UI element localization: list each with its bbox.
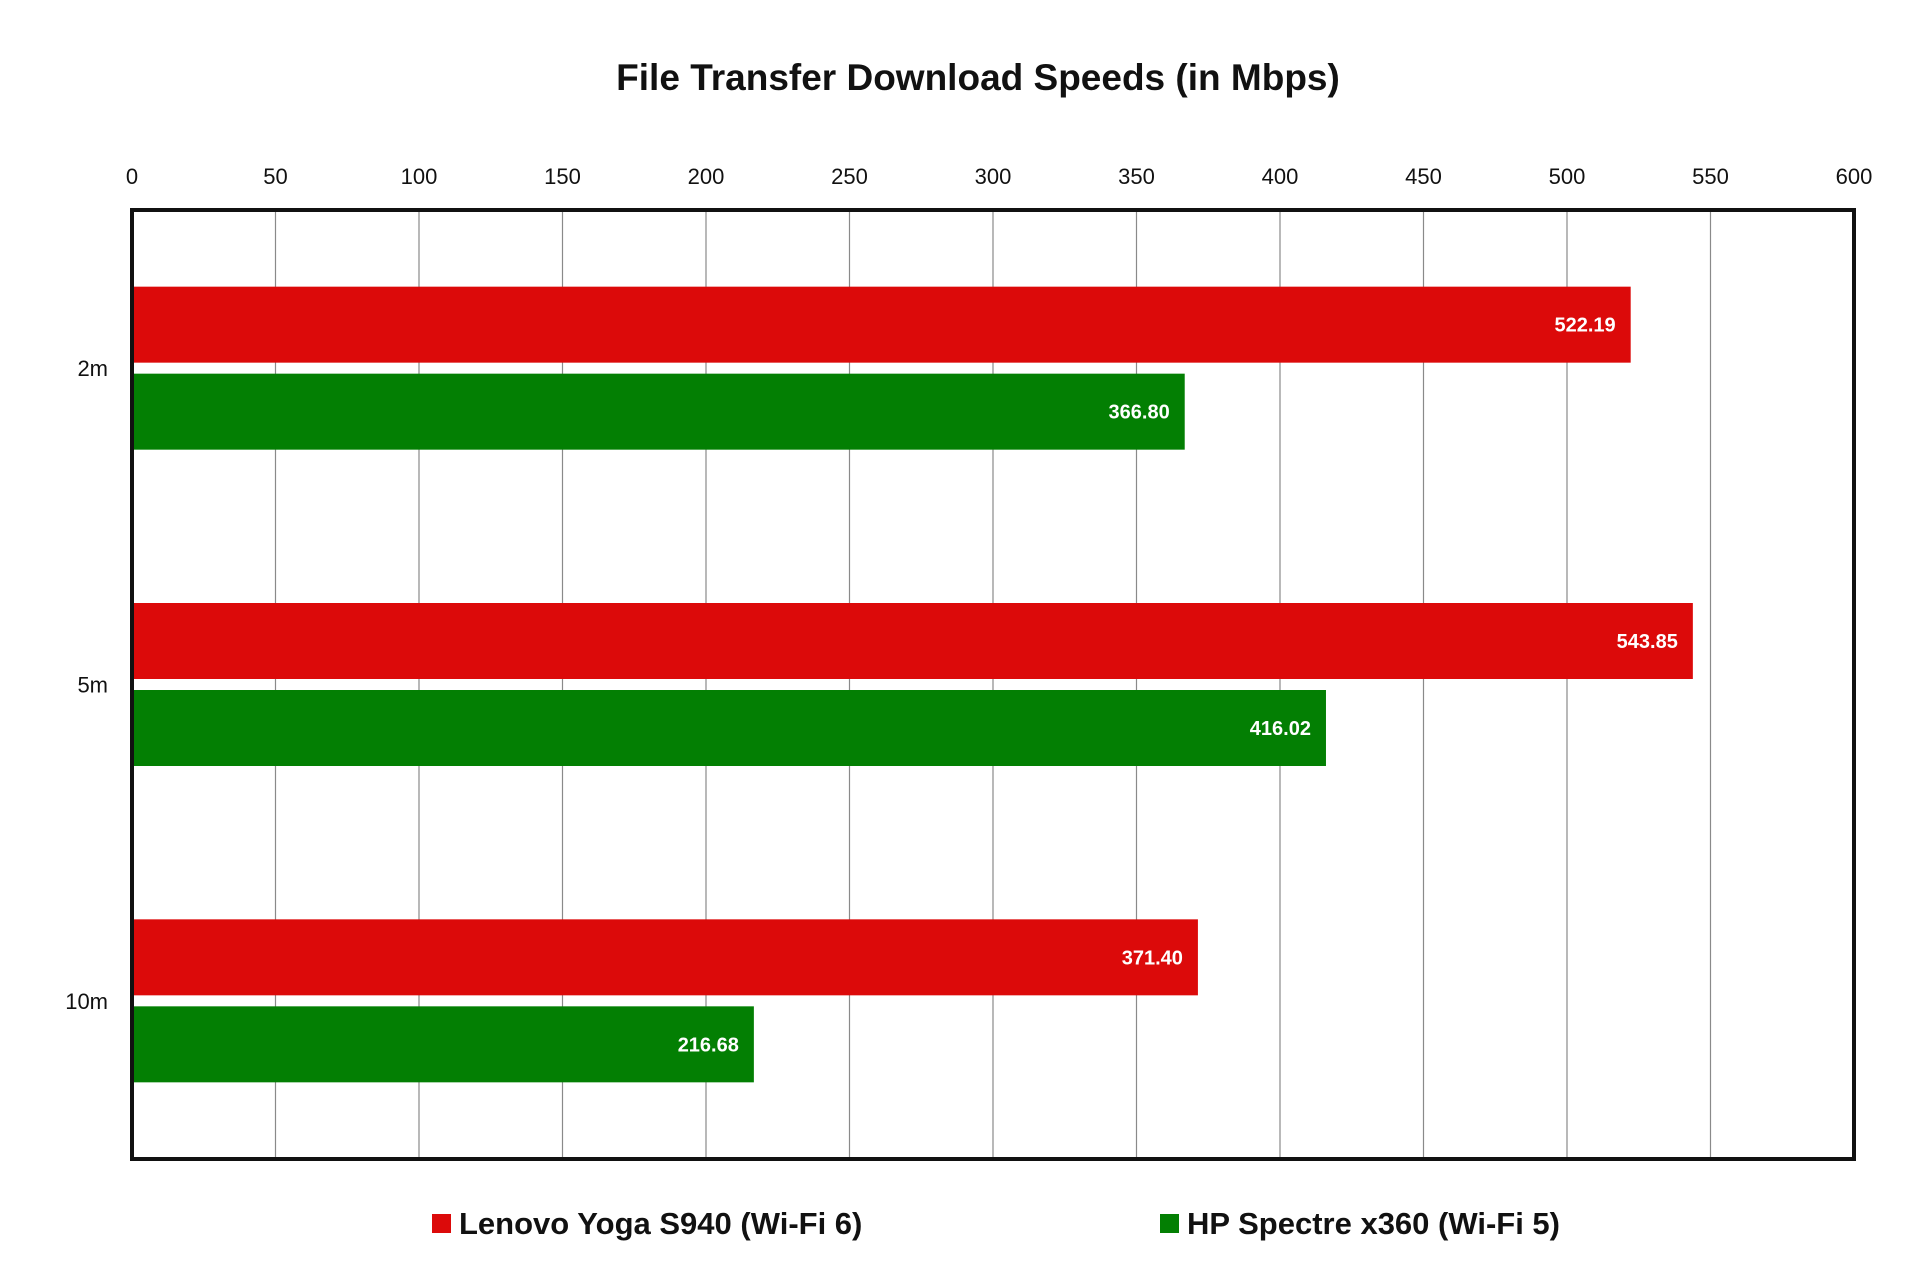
bar-lenovo-2m [132,286,1631,363]
gridlines [274,210,1712,1159]
plot-area-frame [130,208,1856,1161]
category-label: 5m [77,673,108,698]
bar-lenovo-5m [132,603,1693,679]
x-axis-ticks: 0 50 100 150 200 250 300 350 400 450 500 550 600 [126,164,1872,189]
bar-hp-5m [132,690,1326,766]
x-tick-label: 250 [831,164,868,189]
bars: 522.19 366.80 543.85 416.02 371.40 216.68 [132,286,1693,1083]
bar-hp-2m [132,373,1185,450]
bar-value-label: 543.85 [1617,631,1678,653]
x-tick-label: 100 [401,164,438,189]
x-tick-label: 350 [1118,164,1155,189]
x-tick-label: 550 [1692,164,1729,189]
category-label: 10m [65,989,108,1014]
category-label: 2m [77,356,108,381]
x-tick-label: 500 [1549,164,1586,189]
x-tick-label: 50 [263,164,287,189]
x-tick-label: 300 [975,164,1012,189]
x-tick-label: 150 [544,164,581,189]
x-tick-label: 600 [1836,164,1873,189]
y-axis-categories: 2m 5m 10m [65,356,108,1014]
x-tick-label: 400 [1262,164,1299,189]
bar-lenovo-10m [132,919,1198,996]
chart-title: File Transfer Download Speeds (in Mbps) [616,57,1340,98]
bar-value-label: 216.68 [678,1034,739,1056]
legend-label: Lenovo Yoga S940 (Wi-Fi 6) [459,1206,862,1241]
legend-swatch [432,1214,451,1233]
bar-hp-10m [132,1006,754,1083]
x-tick-label: 0 [126,164,138,189]
bar-value-label: 522.19 [1555,315,1616,337]
x-tick-label: 450 [1405,164,1442,189]
bar-value-label: 366.80 [1109,402,1170,424]
bar-value-label: 416.02 [1250,718,1311,740]
x-tick-label: 200 [688,164,725,189]
legend: Lenovo Yoga S940 (Wi-Fi 6) HP Spectre x36… [432,1206,1560,1241]
legend-swatch [1160,1214,1179,1233]
bar-value-label: 371.40 [1122,947,1183,969]
legend-label: HP Spectre x360 (Wi-Fi 5) [1187,1206,1560,1241]
